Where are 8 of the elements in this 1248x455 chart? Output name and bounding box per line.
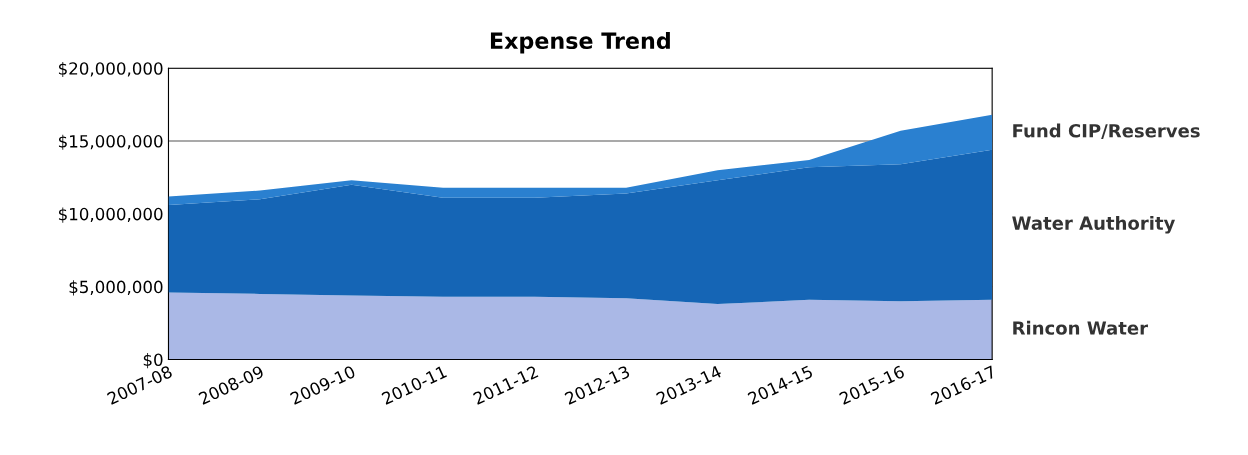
chart-title: Expense Trend — [490, 31, 670, 54]
series-label: Fund CIP/Reserves — [1013, 123, 1200, 139]
series-label: Water Authority — [1012, 215, 1175, 234]
y-tick-label: $20,000,000 — [58, 61, 163, 78]
series-label: Rincon Water — [1013, 320, 1148, 335]
y-tick-label: $5,000,000 — [69, 280, 163, 296]
y-tick-label: $15,000,000 — [58, 134, 163, 150]
y-tick-label: $10,000,000 — [58, 207, 163, 223]
